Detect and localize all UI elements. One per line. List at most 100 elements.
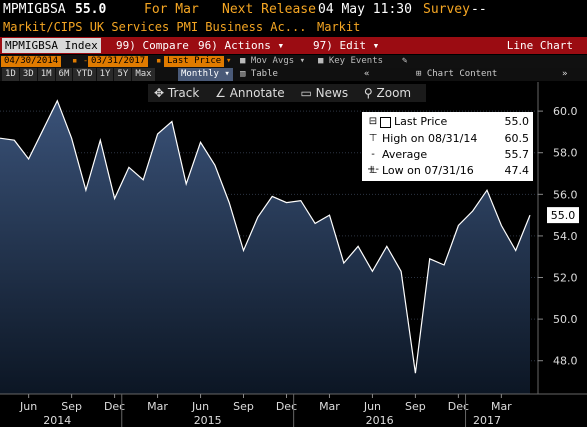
year-label: 2016 — [366, 414, 394, 427]
end-date-field[interactable]: 03/31/2017 — [88, 56, 149, 67]
news-button[interactable]: ▭ News — [294, 84, 354, 102]
x-tick-label: Jun — [363, 400, 381, 413]
actions-num: 96 — [198, 39, 212, 52]
source: Markit — [317, 20, 361, 34]
next-release-date: 04 May 11:30 — [318, 2, 412, 17]
y-tick-label: 60.0 — [553, 105, 578, 118]
legend-low-value: 47.4 — [504, 164, 530, 177]
survey-label: Survey — [423, 2, 470, 17]
low-marker-icon: ⊥ — [368, 165, 378, 176]
checkbox-icon: ■ — [318, 56, 324, 66]
chart-type: Line Chart — [506, 39, 573, 52]
compare-button[interactable]: 99) Compare — [116, 39, 189, 52]
legend-last-price-label: Last Price — [394, 115, 448, 128]
x-tick-label: Mar — [319, 400, 340, 413]
area-fill — [0, 100, 530, 394]
x-tick-label: Dec — [276, 400, 297, 413]
date-range-dash: ▪ - — [72, 56, 89, 66]
track-icon: ✥ — [154, 86, 165, 100]
chart-content-button[interactable]: ⊞ Chart Content — [416, 68, 497, 81]
description: Markit/CIPS UK Services PMI Business Ac.… — [3, 20, 307, 34]
legend-last-price-value: 55.0 — [504, 115, 530, 128]
edit-button[interactable]: 97) Edit ▾ — [313, 39, 380, 52]
chevron-down-icon: ▾ — [299, 56, 306, 66]
actions-label: Actions — [224, 39, 271, 52]
last-value-text: 55.0 — [551, 209, 576, 222]
legend-high: ⊤ High on 08/31/14 60.5 — [362, 131, 533, 146]
x-tick-label: Mar — [491, 400, 512, 413]
last-value: 55.0 — [75, 2, 107, 17]
legend-high-value: 60.5 — [504, 132, 530, 145]
year-label: 2017 — [473, 414, 501, 427]
chart-toolbar: ✥ Track ∠ Annotate ▭ News ⚲ Zoom — [148, 84, 426, 102]
ticker: MPMIGBSA — [3, 2, 66, 17]
command-bar: MPMIGBSA Index 99) Compare 96) Actions ▾… — [0, 37, 587, 54]
calendar-icon[interactable]: ▪ — [156, 56, 162, 66]
field-select[interactable]: Last Price — [164, 56, 225, 67]
y-tick-label: 50.0 — [553, 313, 578, 326]
legend-average-value: 55.7 — [504, 148, 530, 161]
x-axis: Jun Sep Dec Mar Jun Sep Dec Mar Jun Sep Dec Mar — [19, 394, 512, 413]
next-release-label: Next Release — [222, 2, 316, 17]
y-tick-label: 54.0 — [553, 230, 578, 243]
legend-average-label: Average — [382, 148, 428, 161]
y-tick-label: 56.0 — [553, 188, 578, 201]
edit-icon[interactable]: ✎ — [402, 56, 408, 66]
news-label: News — [315, 86, 349, 100]
collapse-icon[interactable]: ⊟ — [368, 116, 378, 127]
period-1m[interactable]: 1M — [37, 68, 55, 81]
y-axis: 48.0 50.0 52.0 54.0 56.0 58.0 60.0 — [538, 105, 578, 368]
start-date: 04/30/2014 — [1, 56, 62, 67]
checkbox-icon: ■ — [240, 56, 246, 66]
track-button[interactable]: ✥ Track — [148, 84, 205, 102]
annotate-button[interactable]: ∠ Annotate — [209, 84, 291, 102]
compare-num: 99 — [116, 39, 130, 52]
table-toggle[interactable]: ▥ Table — [240, 68, 278, 81]
period-1y[interactable]: 1Y — [96, 68, 114, 81]
period-buttons: 1D 3D 1M 6M YTD 1Y 5Y Max — [2, 68, 156, 81]
year-axis: 2014 2015 2016 2017 — [43, 394, 501, 427]
chevron-down-icon: ▾ — [224, 69, 230, 79]
collapse-left-icon[interactable]: « — [364, 69, 370, 79]
actions-button[interactable]: 96) Actions ▾ — [198, 39, 285, 52]
period-5y[interactable]: 5Y — [114, 68, 132, 81]
y-tick-label: 52.0 — [553, 272, 578, 285]
chevron-down-icon: ▾ — [372, 39, 380, 52]
chevron-down-icon: ▾ — [226, 56, 232, 66]
compare-label: Compare — [142, 39, 189, 52]
period-1d[interactable]: 1D — [2, 68, 19, 81]
zoom-button[interactable]: ⚲ Zoom — [358, 84, 417, 102]
legend-box: ⊟ Last Price 55.0 ⊤ High on 08/31/14 60.… — [362, 112, 533, 181]
security-field[interactable]: MPMIGBSA Index — [2, 38, 101, 53]
zoom-label: Zoom — [376, 86, 412, 100]
settings-row: 04/30/2014 ▪ - 03/31/2017 ▪ Last Price ▾… — [0, 55, 587, 68]
track-label: Track — [167, 86, 200, 100]
mov-avgs-toggle[interactable]: ■ Mov Avgs ▾ — [240, 55, 305, 68]
collapse-right-icon[interactable]: » — [562, 69, 568, 79]
end-date: 03/31/2017 — [88, 56, 149, 67]
key-events-toggle[interactable]: ■ Key Events — [318, 55, 383, 68]
x-tick-label: Jun — [19, 400, 37, 413]
year-label: 2014 — [43, 414, 71, 427]
period-ytd[interactable]: YTD — [73, 68, 96, 81]
start-date-field[interactable]: 04/30/2014 — [1, 56, 62, 67]
period-3d[interactable]: 3D — [19, 68, 37, 81]
legend-last-price: ⊟ Last Price 55.0 — [362, 114, 533, 129]
key-events-label: Key Events — [328, 56, 384, 66]
frequency-select[interactable]: Monthly ▾ — [178, 68, 233, 81]
mov-avgs-label: Mov Avgs — [250, 56, 295, 66]
x-tick-label: Sep — [233, 400, 254, 413]
x-tick-label: Sep — [61, 400, 82, 413]
x-tick-label: Dec — [448, 400, 469, 413]
period-max[interactable]: Max — [132, 68, 155, 81]
high-marker-icon: ⊤ — [368, 133, 378, 144]
period-6m[interactable]: 6M — [55, 68, 73, 81]
last-value-tag: 55.0 — [547, 207, 579, 224]
annotate-icon: ∠ — [215, 86, 226, 100]
x-tick-label: Sep — [405, 400, 426, 413]
edit-label: Edit — [339, 39, 367, 52]
survey-value: -- — [471, 2, 487, 17]
for-label: For Mar — [144, 2, 199, 17]
last-value-box — [547, 207, 579, 224]
legend-low-label: Low on 07/31/16 — [382, 164, 474, 177]
